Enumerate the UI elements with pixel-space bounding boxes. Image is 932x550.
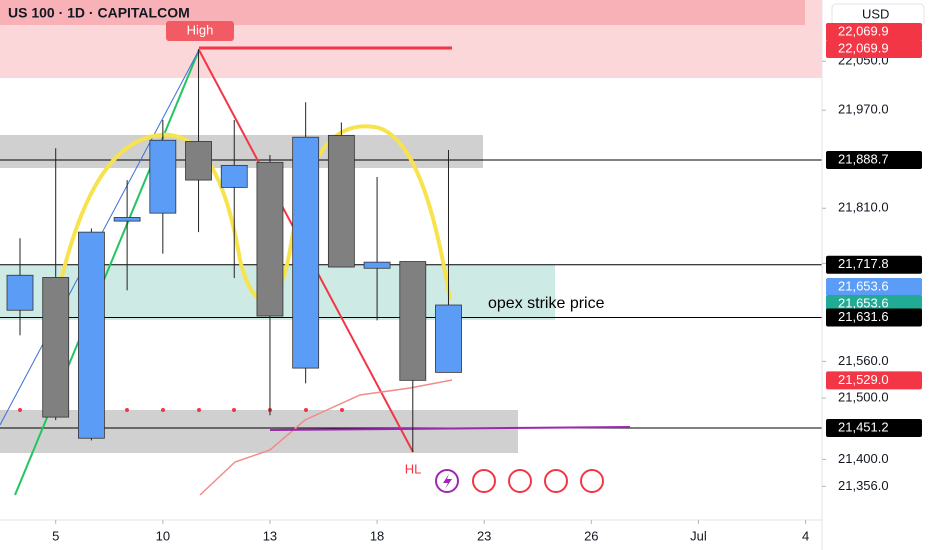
x-tick-label: 18 [370,528,384,543]
hl-label: HL [405,461,422,476]
price-label-box [826,419,922,438]
candle-body [149,139,177,214]
gray-zone [0,135,483,168]
price-label: 21,529.0 [838,372,889,387]
price-axis [822,0,932,550]
x-tick-label: 13 [263,528,277,543]
price-label: 21,631.6 [838,309,889,324]
x-tick-label: 26 [584,528,598,543]
price-label-box [826,278,922,297]
price-label-box [826,40,922,59]
y-tick-label: 21,356.0 [838,478,889,493]
candle-body [435,304,462,373]
price-label: 21,653.6 [838,278,889,293]
price-label: 21,653.6 [838,295,889,310]
x-tick-label: 23 [477,528,491,543]
high-label: High [187,22,214,37]
x-tick-label: 4 [802,528,809,543]
candle-body [42,277,70,418]
price-label: 22,069.9 [838,40,889,55]
candle-body [292,136,320,369]
price-label: 21,717.8 [838,256,889,271]
price-label: 21,451.2 [838,419,889,434]
candle-body [78,231,105,439]
y-tick-label: 21,500.0 [838,390,889,405]
event-icons [435,469,604,493]
x-tick-label: 5 [52,528,59,543]
candle-body [256,161,284,317]
x-tick-label: 10 [156,528,170,543]
y-tick-label: 21,810.0 [838,200,889,215]
currency: USD [862,6,889,21]
price-label-box [826,255,922,274]
price-label: 22,069.9 [838,23,889,38]
y-tick-label: 21,560.0 [838,353,889,368]
price-label-box [826,23,922,42]
trend-line [14,49,200,496]
candle-body [220,164,248,188]
price-label: 21,888.7 [838,151,889,166]
candle-body [363,261,391,269]
top-box [0,0,805,25]
price-label-box [826,151,922,170]
opex-label: opex strike price [488,295,605,312]
high-badge [166,21,234,41]
x-tick-label: Jul [690,528,707,543]
price-label-box [826,371,922,390]
gray-zone [0,410,518,453]
y-tick-label: 21,400.0 [838,451,889,466]
price-label-box [826,308,922,327]
moving-average [199,379,453,496]
candle-body [185,141,212,181]
y-tick-label: 21,970.0 [838,102,889,117]
candle-body [6,274,34,311]
candle-body [399,261,427,381]
trend-line [269,426,631,431]
symbol-title: US 100 · 1D · CAPITALCOM [8,5,190,21]
candle-body [327,134,355,268]
candle-body [113,217,141,222]
